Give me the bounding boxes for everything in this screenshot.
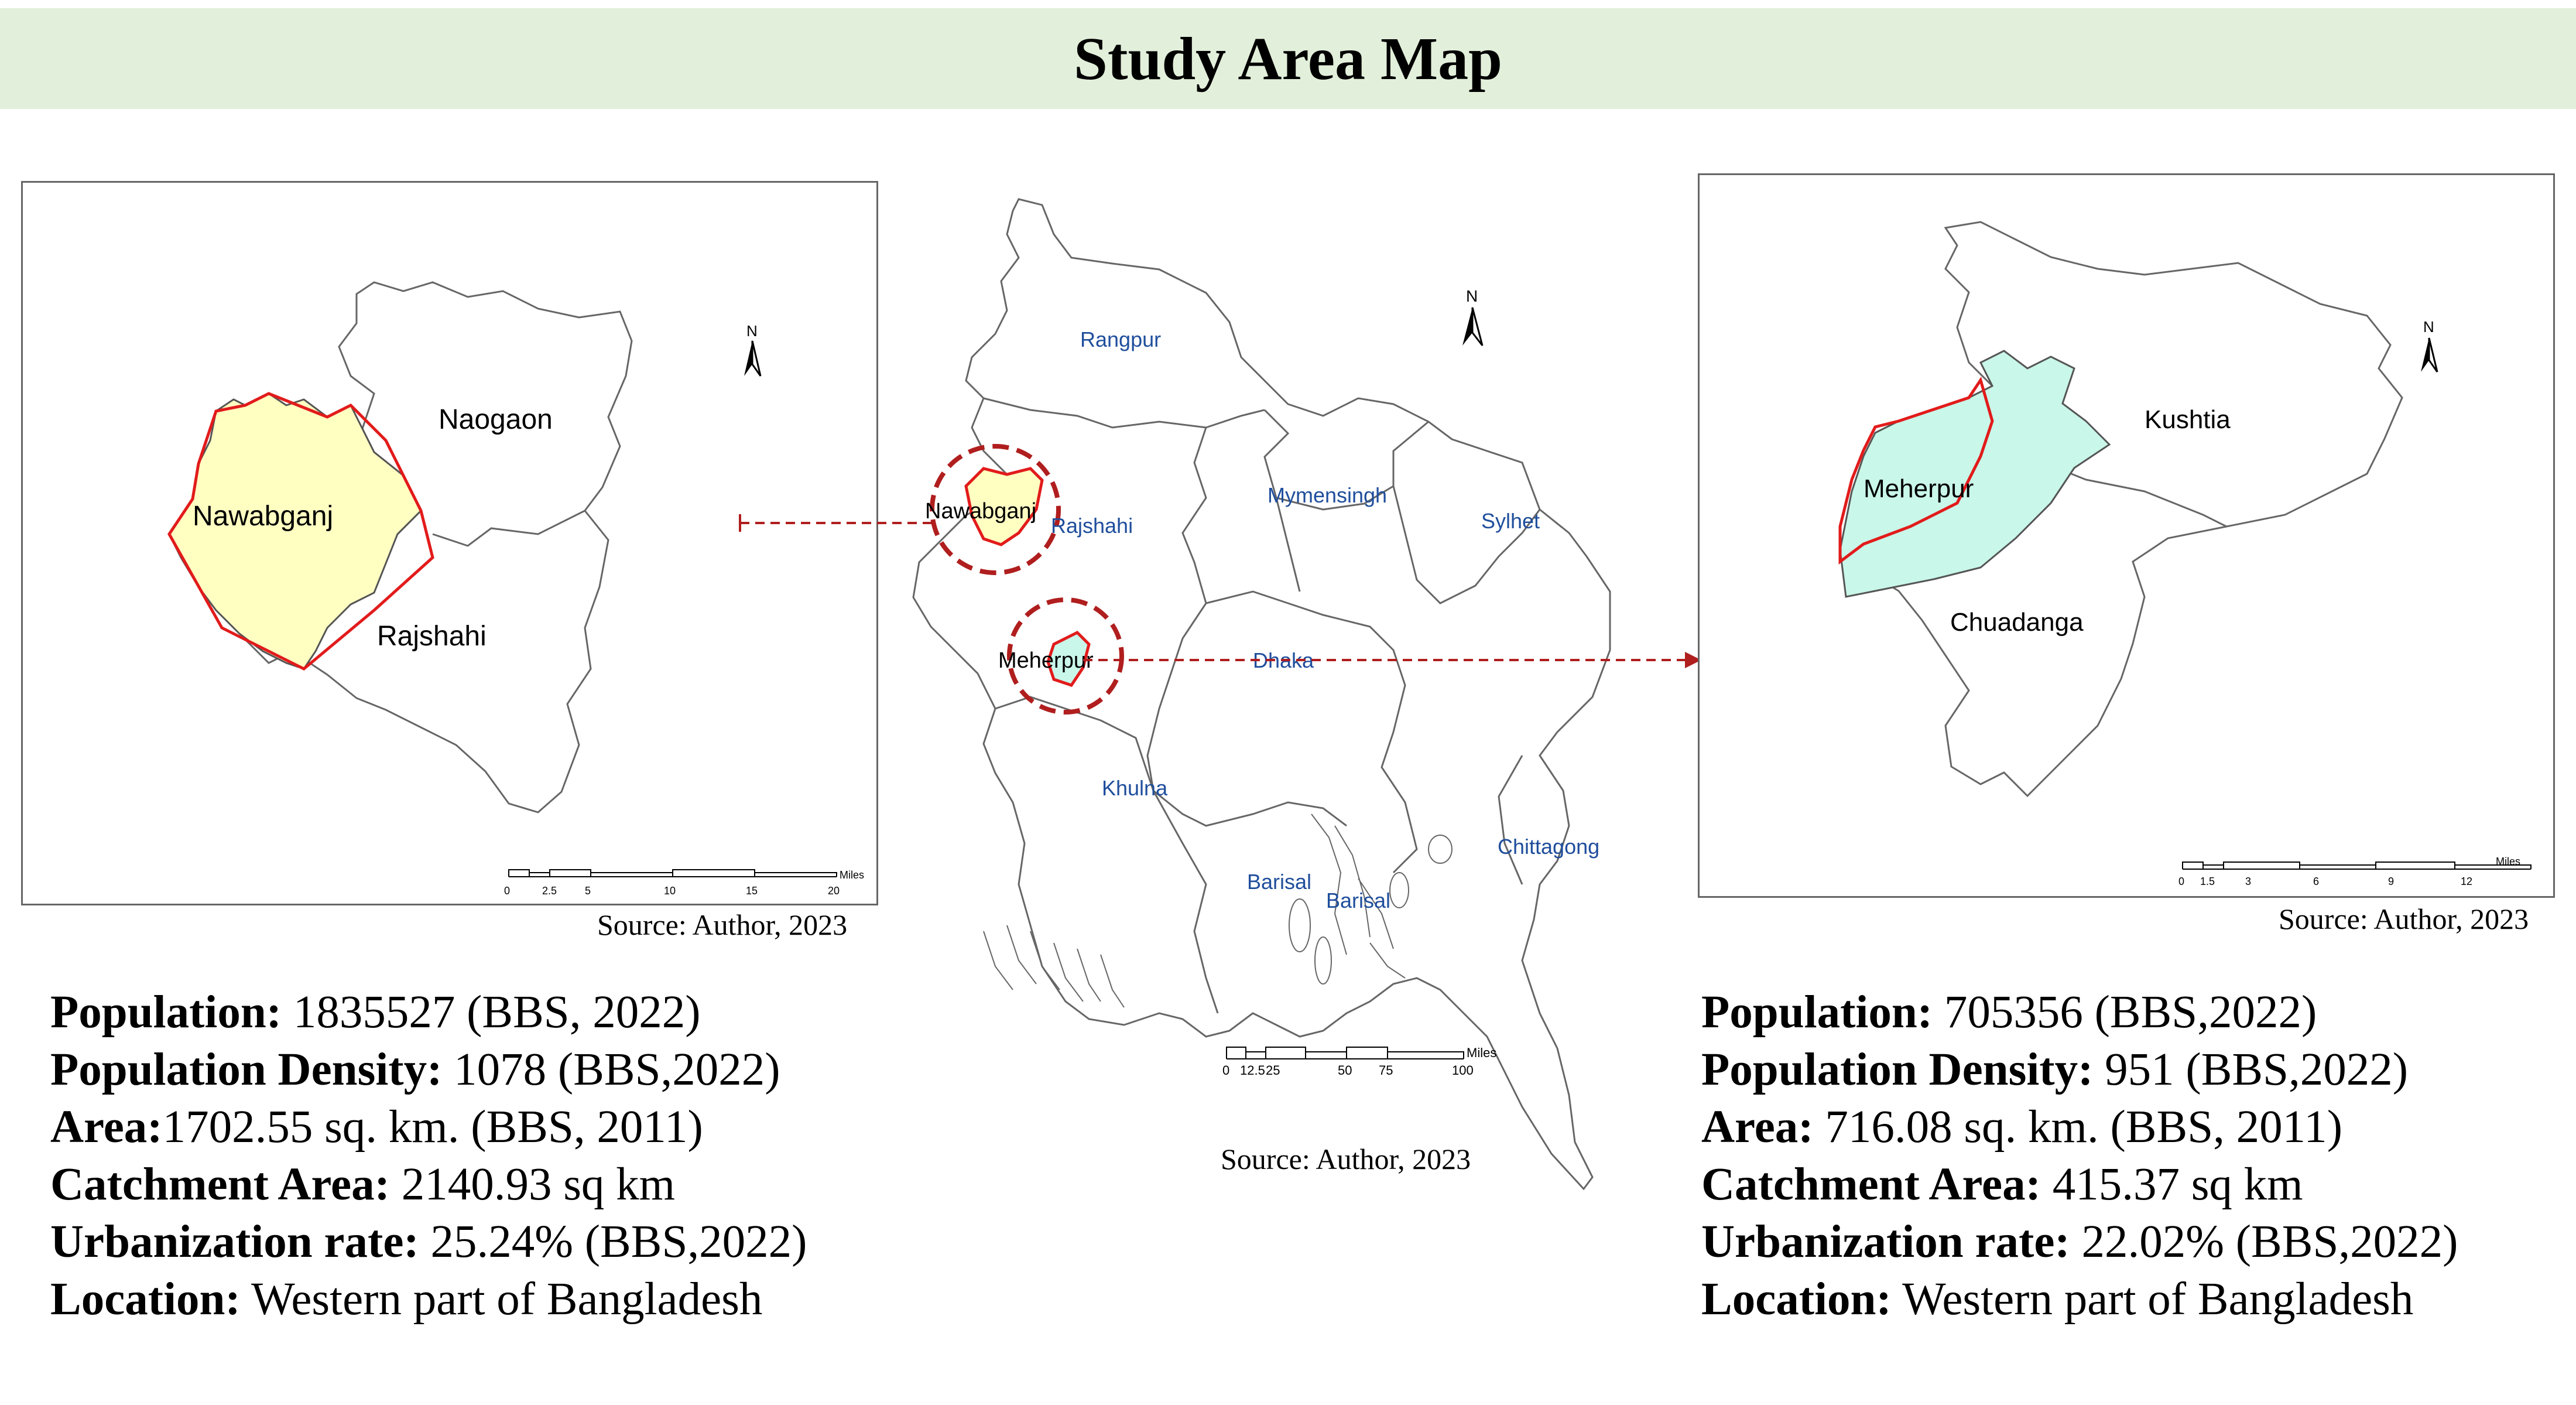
bangladesh-outline xyxy=(912,198,1611,1191)
svg-text:12: 12 xyxy=(2461,876,2472,887)
left-stat-area: Area:1702.55 sq. km. (BBS, 2011) xyxy=(50,1102,703,1153)
svg-text:50: 50 xyxy=(1338,1063,1352,1078)
center-map-source: Source: Author, 2023 xyxy=(1221,1143,1471,1175)
north-arrow-icon: N xyxy=(2421,318,2438,372)
left-stat-location: Location: Western part of Bangladesh xyxy=(50,1274,763,1325)
svg-text:2.5: 2.5 xyxy=(542,885,557,897)
label-kushtia: Kushtia xyxy=(2145,405,2231,434)
scale-bar xyxy=(508,869,837,877)
right-stat-density: Population Density: 951 (BBS,2022) xyxy=(1701,1044,2409,1095)
left-stat-population: Population: 1835527 (BBS, 2022) xyxy=(50,987,701,1038)
svg-text:Miles: Miles xyxy=(2496,856,2520,867)
svg-text:0: 0 xyxy=(2178,876,2184,887)
svg-text:75: 75 xyxy=(1379,1063,1393,1078)
nawabganj-highlight xyxy=(964,467,1044,546)
north-arrow-icon: N xyxy=(1462,287,1484,346)
scale-bar xyxy=(2182,862,2532,870)
left-map-frame: Nawabganj Naogaon Rajshahi N 0 2.5 5 10 … xyxy=(21,181,878,905)
svg-text:N: N xyxy=(2423,318,2434,336)
right-stat-population: Population: 705356 (BBS,2022) xyxy=(1701,987,2317,1038)
left-stat-urbanization: Urbanization rate: 25.24% (BBS,2022) xyxy=(50,1216,807,1267)
svg-text:0: 0 xyxy=(504,885,510,897)
title-bar: Study Area Map xyxy=(0,8,2576,109)
left-stats: Population: 1835527 (BBS, 2022) Populati… xyxy=(50,984,807,1328)
svg-text:N: N xyxy=(746,322,758,340)
svg-text:0: 0 xyxy=(1222,1063,1229,1078)
left-stat-catchment: Catchment Area: 2140.93 sq km xyxy=(50,1159,676,1210)
label-rajshahi: Rajshahi xyxy=(377,621,487,652)
left-stat-density: Population Density: 1078 (BBS,2022) xyxy=(50,1044,780,1095)
naogaon-rajshahi-border xyxy=(432,510,585,547)
center-map: Rangpur Rajshahi Mymensingh Sylhet Dhaka… xyxy=(912,198,1611,1191)
division-borders xyxy=(983,397,1541,1014)
right-stat-catchment: Catchment Area: 415.37 sq km xyxy=(1701,1159,2303,1210)
right-stats: Population: 705356 (BBS,2022) Population… xyxy=(1701,984,2458,1328)
division-sylhet: Sylhet xyxy=(1481,509,1540,533)
division-barisal: Barisal xyxy=(1247,870,1311,894)
division-chittagong: Chittagong xyxy=(1498,835,1599,859)
label-chuadanga: Chuadanga xyxy=(1950,608,2084,637)
left-map-source: Source: Author, 2023 xyxy=(597,908,848,941)
meherpur-catchment-outline xyxy=(1838,377,1994,565)
svg-text:9: 9 xyxy=(2388,876,2394,887)
right-stat-urbanization: Urbanization rate: 22.02% (BBS,2022) xyxy=(1701,1216,2458,1267)
division-rajshahi: Rajshahi xyxy=(1051,514,1133,538)
right-map: Meherpur Kushtia Chuadanga N 0 1.5 3 6 9… xyxy=(1838,221,2532,887)
svg-text:Miles: Miles xyxy=(1467,1045,1496,1060)
svg-text:12.5: 12.5 xyxy=(1240,1063,1265,1078)
nawabganj-catchment-outline xyxy=(167,392,434,671)
svg-text:25: 25 xyxy=(1266,1063,1280,1078)
svg-text:100: 100 xyxy=(1452,1063,1474,1078)
svg-text:6: 6 xyxy=(2313,876,2319,887)
coastal-islands xyxy=(983,813,1453,1008)
label-nawabganj-center: Nawabganj xyxy=(925,499,1036,524)
right-stat-area: Area: 716.08 sq. km. (BBS, 2011) xyxy=(1701,1102,2343,1153)
svg-text:3: 3 xyxy=(2245,876,2251,887)
label-naogaon: Naogaon xyxy=(439,404,553,435)
division-khulna: Khulna xyxy=(1102,776,1168,800)
connector-arrowhead xyxy=(1685,652,1701,668)
nawabganj-circle xyxy=(930,444,1061,575)
page-title: Study Area Map xyxy=(1074,25,1502,93)
division-rangpur: Rangpur xyxy=(1080,327,1161,351)
scale-bar xyxy=(1226,1047,1464,1059)
svg-text:N: N xyxy=(1466,287,1478,305)
right-stat-location: Location: Western part of Bangladesh xyxy=(1701,1274,2414,1325)
svg-text:1.5: 1.5 xyxy=(2200,876,2215,887)
left-map: Nawabganj Naogaon Rajshahi N 0 2.5 5 10 … xyxy=(167,281,864,897)
label-nawabganj: Nawabganj xyxy=(193,501,333,532)
svg-text:5: 5 xyxy=(585,885,591,897)
meherpur-district xyxy=(1839,350,2111,598)
division-mymensingh: Mymensingh xyxy=(1268,483,1387,507)
svg-text:15: 15 xyxy=(746,885,758,897)
label-meherpur-center: Meherpur xyxy=(998,648,1094,673)
svg-text:Miles: Miles xyxy=(840,869,864,881)
meherpur-circle xyxy=(1007,597,1124,715)
svg-text:10: 10 xyxy=(664,885,676,897)
label-meherpur: Meherpur xyxy=(1864,474,1974,503)
north-arrow-icon: N xyxy=(744,322,762,377)
svg-text:20: 20 xyxy=(828,885,840,897)
right-map-source: Source: Author, 2023 xyxy=(2279,903,2529,935)
right-map-frame: Meherpur Kushtia Chuadanga N 0 1.5 3 6 9… xyxy=(1698,173,2555,898)
division-barisal-2: Barisal xyxy=(1326,888,1390,912)
meherpur-highlight xyxy=(1046,630,1091,687)
